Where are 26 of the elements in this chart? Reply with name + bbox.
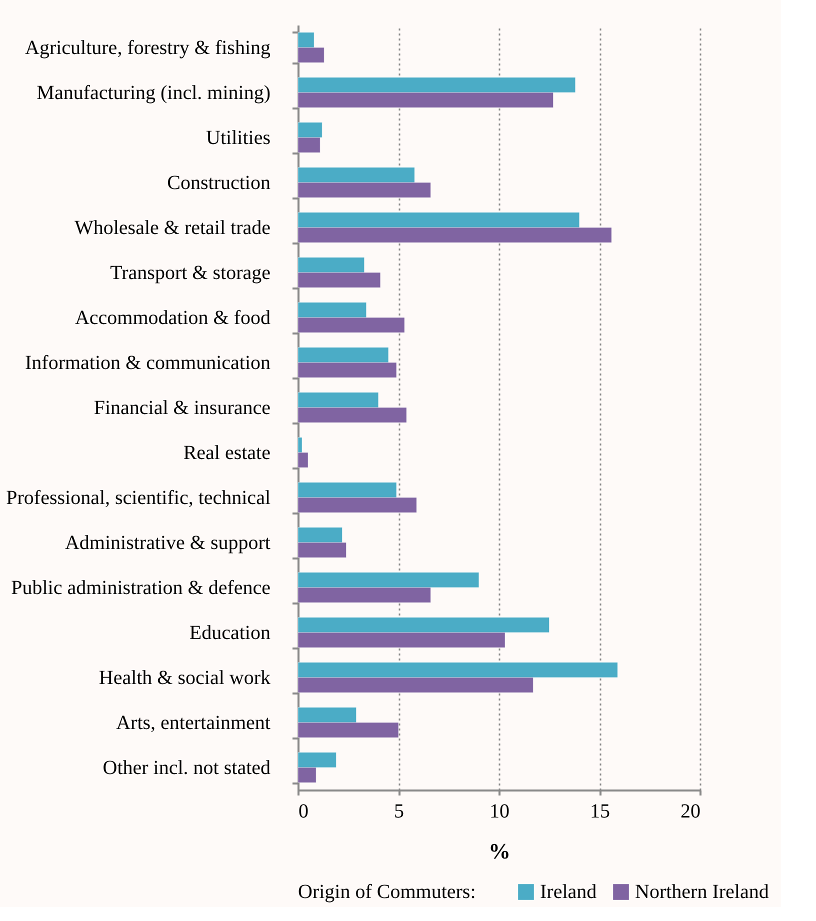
- x-tick-label: 0: [298, 800, 308, 822]
- x-tick-label: 15: [590, 800, 610, 822]
- y-tick-label: Financial & insurance: [94, 397, 271, 419]
- x-axis-title: %: [488, 838, 510, 864]
- y-tick-label: Utilities: [206, 127, 271, 149]
- y-tick-label: Accommodation & food: [74, 307, 270, 329]
- y-tick-label: Transport & storage: [110, 262, 271, 284]
- y-tick-label: Wholesale & retail trade: [74, 217, 271, 239]
- y-tick-label: Real estate: [183, 442, 271, 464]
- y-tick-label: Administrative & support: [64, 532, 271, 554]
- y-tick-label: Arts, entertainment: [116, 712, 271, 734]
- y-tick-label: Information & communication: [25, 352, 270, 374]
- y-tick-label: Professional, scientific, technical: [6, 487, 271, 509]
- x-tick-label: 5: [394, 800, 404, 822]
- y-tick-label: Public administration & defence: [11, 577, 271, 599]
- y-tick-label: Agriculture, forestry & fishing: [25, 37, 270, 59]
- legend-label: Northern Ireland: [635, 881, 769, 903]
- y-tick-label: Construction: [167, 172, 270, 194]
- y-tick-label: Manufacturing (incl. mining): [36, 82, 270, 104]
- legend-title: Origin of Commuters:: [298, 881, 476, 903]
- y-tick-label: Health & social work: [98, 667, 270, 689]
- x-tick-label: 10: [490, 800, 510, 822]
- legend-label: Ireland: [540, 881, 597, 903]
- y-tick-label: Education: [189, 622, 270, 644]
- y-tick-label: Other incl. not stated: [102, 757, 270, 779]
- x-tick-label: 20: [680, 800, 700, 822]
